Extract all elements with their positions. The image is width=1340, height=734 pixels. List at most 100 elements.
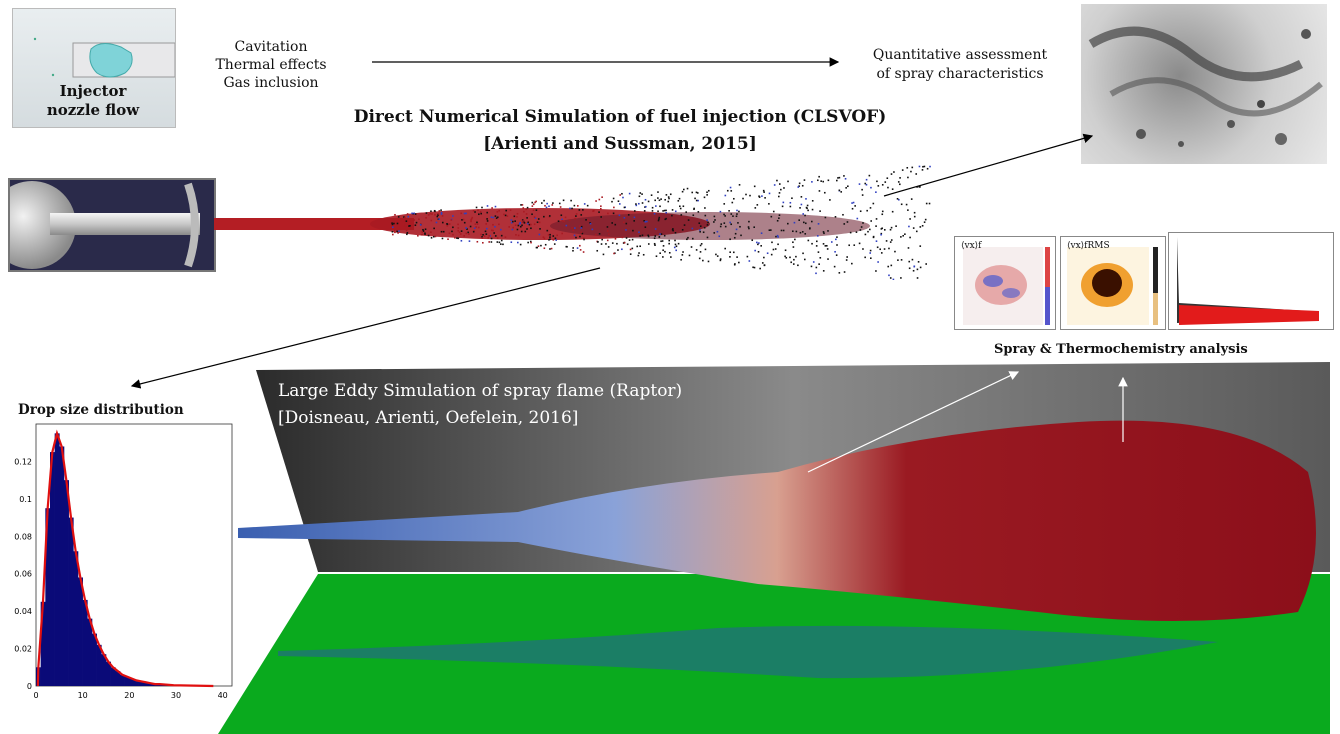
droplet: [657, 197, 659, 199]
droplet: [490, 237, 493, 240]
droplet: [551, 204, 554, 206]
droplet: [881, 210, 884, 213]
droplet: [671, 209, 674, 211]
droplet: [486, 205, 489, 207]
droplet: [791, 197, 793, 200]
droplet: [438, 218, 440, 220]
droplet: [695, 199, 698, 202]
droplet: [557, 220, 560, 223]
droplet: [807, 209, 809, 212]
droplet: [569, 207, 571, 210]
droplet: [758, 195, 760, 198]
droplet: [492, 229, 494, 232]
droplet: [825, 244, 828, 247]
droplet: [626, 243, 629, 246]
droplet: [397, 216, 400, 218]
droplet: [919, 226, 922, 228]
droplet: [875, 191, 877, 193]
droplet: [822, 180, 825, 183]
droplet: [772, 248, 775, 251]
histogram-bar: [82, 599, 88, 686]
droplet: [713, 221, 715, 223]
droplet: [822, 231, 825, 233]
droplet: [851, 262, 853, 265]
droplet: [795, 255, 797, 258]
droplet: [393, 222, 395, 225]
droplet: [441, 215, 444, 217]
droplet: [472, 230, 475, 233]
droplet: [733, 236, 736, 239]
droplet: [680, 258, 682, 261]
droplet: [720, 223, 723, 225]
droplet: [787, 222, 789, 225]
droplet: [581, 232, 584, 235]
droplet: [881, 213, 884, 216]
dns-title-line1: Direct Numerical Simulation of fuel inje…: [353, 107, 887, 127]
droplet: [764, 197, 766, 199]
droplet: [837, 177, 839, 179]
droplet: [811, 242, 813, 245]
droplet: [787, 180, 789, 183]
droplet: [474, 223, 477, 225]
droplet: [680, 214, 683, 216]
droplet: [540, 244, 542, 247]
droplet: [625, 237, 628, 239]
droplet: [904, 233, 906, 235]
droplet: [405, 226, 407, 229]
histogram-y-tick: 0.04: [14, 607, 32, 616]
droplet: [463, 235, 465, 237]
droplet: [890, 239, 893, 241]
droplet: [859, 229, 862, 231]
droplet: [800, 196, 803, 198]
droplet: [488, 241, 490, 243]
droplet: [553, 243, 556, 245]
droplet: [667, 200, 670, 203]
droplet: [500, 243, 502, 245]
arrow-spray-to-histogram: [130, 267, 601, 389]
droplet: [575, 215, 577, 217]
droplet: [883, 229, 886, 231]
droplet: [681, 254, 684, 256]
histogram-bar: [45, 508, 51, 686]
droplet: [742, 197, 744, 200]
droplet: [658, 216, 661, 219]
droplet: [912, 227, 915, 229]
droplet: [430, 237, 433, 239]
droplet: [895, 225, 897, 227]
droplet: [734, 232, 737, 235]
droplet: [559, 206, 562, 208]
droplet: [517, 234, 520, 237]
droplet: [860, 226, 863, 228]
droplet: [552, 235, 555, 237]
droplet: [797, 264, 799, 267]
droplet: [704, 207, 706, 209]
droplet: [891, 188, 894, 190]
droplet: [633, 220, 635, 222]
droplet: [504, 236, 507, 238]
droplet: [671, 214, 673, 217]
droplet: [450, 219, 453, 221]
droplet: [703, 196, 706, 199]
droplet: [679, 207, 682, 210]
droplet: [454, 236, 456, 239]
droplet: [880, 233, 882, 236]
droplet: [472, 209, 475, 212]
droplet: [706, 236, 709, 239]
droplet: [723, 222, 726, 224]
analysis-label: Spray & Thermochemistry analysis: [994, 342, 1248, 357]
droplet: [451, 230, 453, 233]
droplet: [463, 221, 466, 224]
droplet: [427, 214, 430, 216]
droplet: [657, 219, 660, 222]
droplet: [778, 214, 781, 216]
droplet: [880, 252, 883, 254]
droplet: [543, 247, 546, 250]
droplet: [875, 225, 877, 227]
droplet: [406, 213, 409, 215]
droplet: [456, 237, 458, 239]
droplet: [568, 219, 571, 221]
droplet: [657, 210, 659, 213]
droplet: [548, 239, 550, 241]
droplet: [547, 234, 550, 236]
droplet-cloud: [391, 165, 931, 280]
